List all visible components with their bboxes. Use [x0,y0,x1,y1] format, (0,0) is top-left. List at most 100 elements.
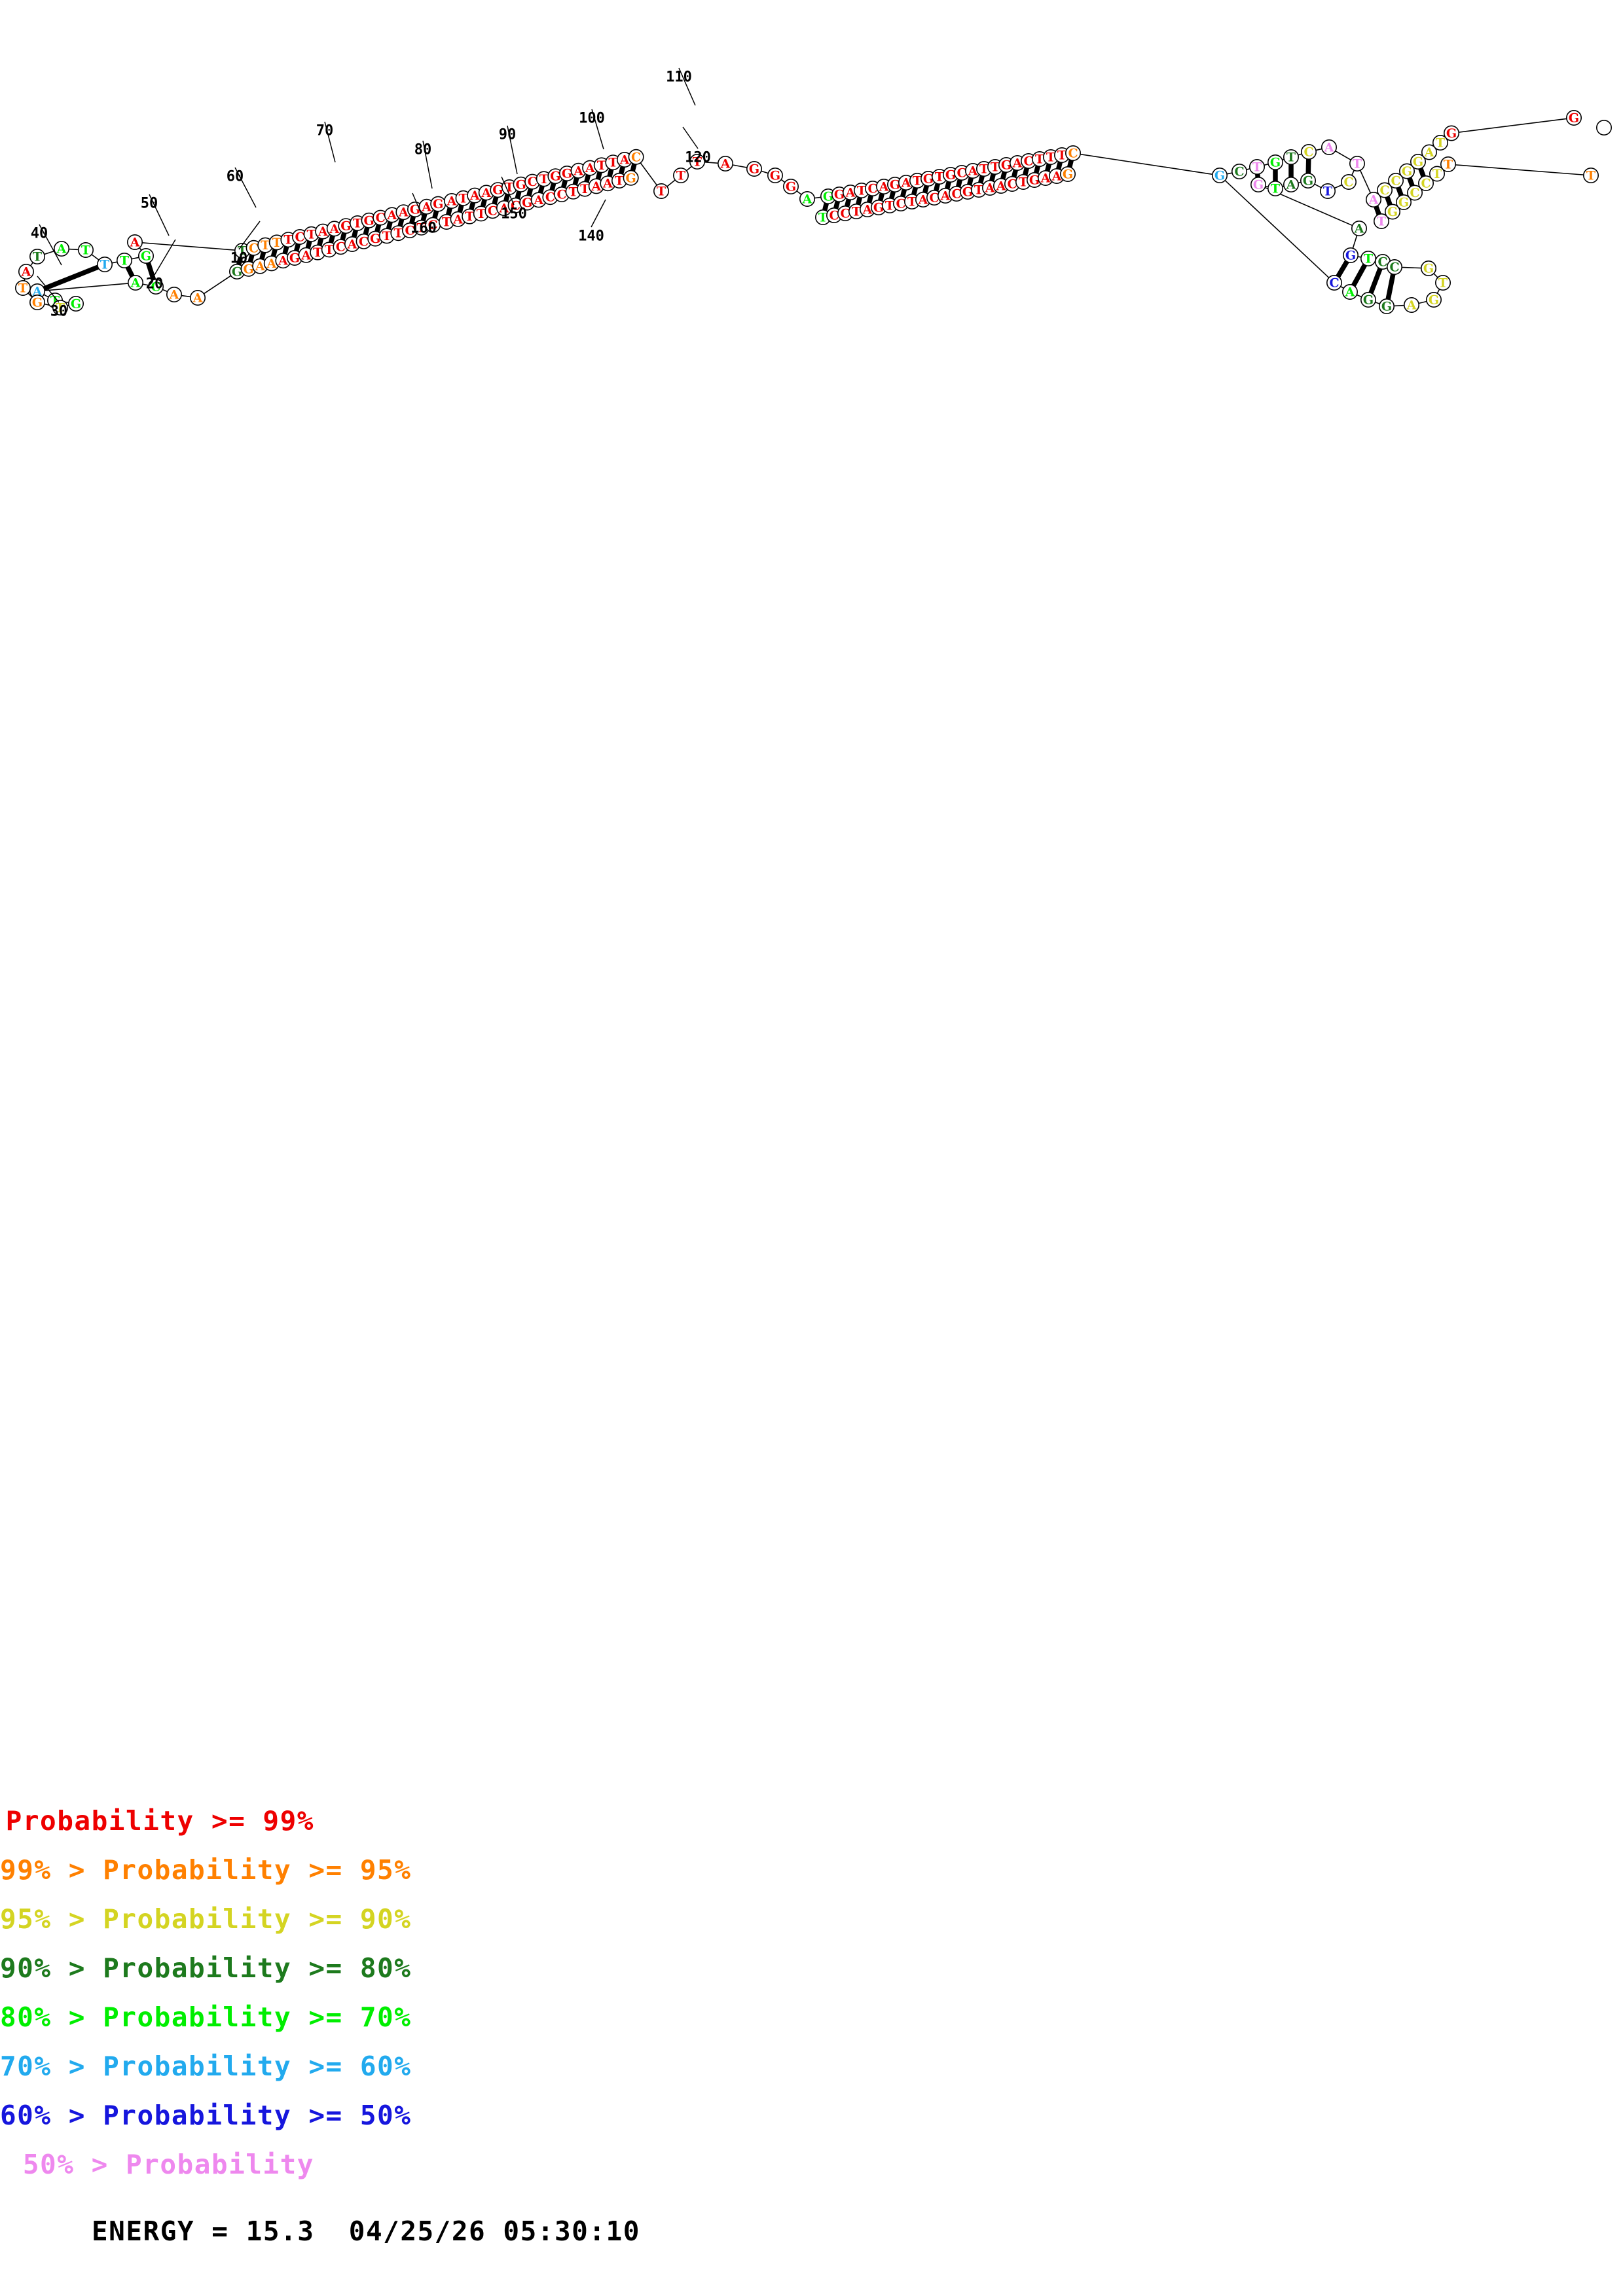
base-letter: T [120,254,129,268]
base-letter: C [545,190,555,205]
base-letter: A [879,180,889,194]
base-letter: G [1001,158,1012,173]
base-pair-bond [845,198,851,207]
base-letter: G [1429,293,1439,308]
base-letter: T [991,160,1000,175]
base-pair-bond [1056,161,1063,170]
backbone-segment [1313,183,1322,188]
base-letter: T [597,158,606,173]
base-letter: G [749,162,759,177]
base-pair-bond [1012,169,1018,178]
base-circle [623,170,639,186]
base-letter: A [1406,298,1417,313]
nucleotide-base: G [767,167,784,183]
base-circle [1444,125,1460,141]
base-circle [1349,156,1366,172]
nucleotide-base: T [1320,183,1336,199]
base-letter: T [615,174,624,188]
base-letter: A [318,224,328,239]
position-number: 100 [579,111,605,127]
base-letter: A [1051,170,1062,184]
base-letter: C [1379,183,1389,198]
nucleotide-base: A [128,274,144,291]
nucleotide-base: A [1351,220,1368,236]
base-pair-bond [911,187,918,196]
backbone-segment [1080,153,1213,175]
base-pair-bond [1023,167,1029,176]
base-letter: G [1381,300,1392,314]
base-letter: G [834,188,845,202]
base-letter: A [968,164,978,179]
base-letter: G [1270,156,1281,170]
position-label-120: 120 [682,126,711,166]
base-pair-bond [595,171,602,180]
base-letter: G [945,168,956,183]
nucleotide-base: G [1410,154,1427,170]
position-number: 40 [31,226,48,242]
base-letter: C [929,191,939,206]
base-pair-bond [1385,196,1393,206]
position-number: 20 [146,276,164,293]
base-letter: G [1363,293,1374,308]
base-circle [1301,144,1317,160]
nucleotide-base: T [1249,159,1266,175]
base-letter: T [974,183,983,198]
base-pair-bond [549,182,556,191]
backbone-segment [1226,172,1233,175]
nucleotide-base: A [450,211,466,227]
base-letter: G [1063,168,1073,182]
nucleotide-base: T [689,154,706,170]
base-letter: A [619,153,630,168]
nucleotide-base: G [1060,166,1076,183]
base-pair-bond [1374,206,1381,215]
base-letter: C [359,234,369,249]
base-letter: C [336,240,346,255]
base-circle [1418,175,1434,191]
base-letter: G [243,262,253,276]
base-pair-bond [480,199,487,207]
nucleotide-base: T [1360,250,1377,266]
base-pair-bond [1000,171,1007,180]
base-letter: T [693,155,702,170]
base-pair-bond [259,251,266,260]
nucleotide-base: T [413,219,429,236]
nucleotide-base: T [1429,166,1446,182]
nucleotide-base: T [1283,149,1300,166]
nucleotide-base: G [1212,167,1228,183]
base-circle [29,248,45,264]
nucleotide-base: T [565,183,581,200]
base-letter: A [452,212,463,226]
base-letter: T [857,184,866,198]
base-letter: A [802,192,812,207]
nucleotide-base: G [138,247,155,264]
nucleotide-base: T [473,206,489,222]
nucleotide-base: A [1283,176,1300,192]
position-leader-line [154,239,176,276]
base-pair-bond [352,229,358,238]
base-pair-bond [374,224,382,232]
nucleotide-base: G [1267,154,1284,171]
base-pair-bond [469,202,476,210]
nucleotide-base: A [1421,144,1438,160]
base-letter: C [1389,260,1399,275]
base-pair-bond [317,238,324,246]
base-letter: C [376,211,386,225]
nucleotide-base: C [291,228,308,245]
base-letter: A [720,157,731,171]
base-letter: C [1421,177,1431,191]
legend-row-80-90: 90% > Probability >= 80% [0,1952,412,1984]
position-labels-layer: 10 20 30 40 50 60 70 80 90 100 110 120 140 150 160 [31,67,711,320]
base-circle [1396,194,1412,210]
position-leader-line [591,199,606,228]
base-letter: G [1423,262,1434,276]
base-pair-bond [1034,165,1040,174]
backbone-segment [1334,184,1343,189]
base-circle [1267,154,1284,171]
base-circle [1399,163,1415,179]
base-pair-bond [1407,177,1415,187]
base-letter: C [1304,145,1313,160]
base-letter: T [382,229,392,243]
base-circle [799,190,816,207]
base-circle [166,286,183,302]
